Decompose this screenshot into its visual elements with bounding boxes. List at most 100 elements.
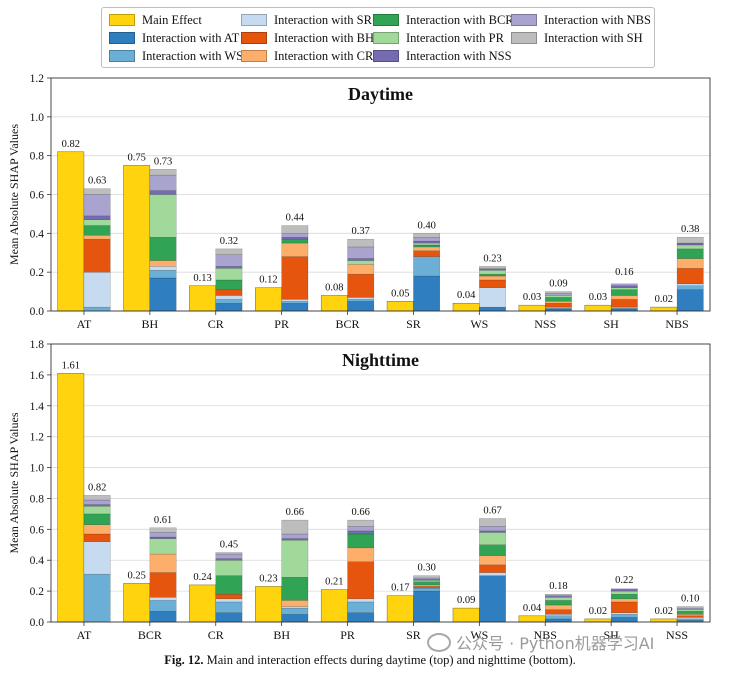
bar-segment-cr (545, 604, 572, 610)
bar-segment-nbs (347, 526, 375, 532)
x-tick-label: SH (603, 628, 619, 642)
y-tick-label: 0.6 (30, 190, 45, 202)
bar-segment-cr (610, 598, 638, 603)
bar-segment-pr (149, 194, 177, 238)
bar-segment-bcr (676, 248, 704, 259)
legend-item-cr: Interaction with CR (241, 48, 373, 64)
bar-main-effect (584, 304, 612, 312)
bar-segment-sh (479, 266, 506, 269)
bar-segment-bcr (479, 544, 506, 556)
bar-segment-pr (347, 260, 375, 265)
x-tick-label: PR (274, 317, 289, 331)
bar-main-effect (320, 589, 348, 623)
data-label-interaction: 0.37 (352, 226, 370, 237)
data-label-main: 0.03 (523, 292, 541, 303)
bar-segment-cr (83, 524, 111, 535)
bar-segment-sr (479, 287, 506, 308)
chat-bubble-icon (427, 632, 451, 652)
bar-segment-pr (610, 590, 638, 595)
bar-segment-at (281, 303, 309, 312)
bar-segment-bcr (83, 513, 111, 525)
bar-segment-ws (413, 587, 441, 592)
bar-segment-pr (83, 505, 111, 515)
bar-segment-sr (479, 572, 506, 576)
chart-legend: Main Effect Interaction with AT Interactio… (101, 7, 655, 68)
bar-segment-nbs (676, 607, 704, 610)
bar-segment-sh (215, 248, 243, 255)
y-tick-label: 0.2 (30, 586, 45, 598)
data-label-interaction: 0.63 (88, 176, 106, 187)
bar-segment-pr (413, 580, 441, 583)
bar-segment-ws (83, 573, 111, 623)
bar-segment-ws (281, 301, 309, 304)
legend-item-bh: Interaction with BH (241, 30, 374, 46)
bar-segment-bcr (149, 237, 177, 261)
data-label-main: 0.17 (391, 583, 409, 594)
legend-item-at: Interaction with AT (109, 30, 239, 46)
bar-segment-bcr (413, 581, 441, 586)
bar-segment-nbs (83, 499, 111, 505)
y-tick-label: 0.0 (30, 306, 45, 318)
data-label-main: 0.02 (589, 606, 607, 617)
bar-segment-sr (149, 597, 177, 601)
bar-segment-nbs (83, 194, 111, 217)
data-label-main: 1.61 (62, 360, 80, 371)
bar-segment-pr (545, 597, 572, 601)
bar-segment-pr (545, 295, 572, 298)
data-label-interaction: 0.18 (549, 581, 567, 592)
bar-segment-sr (347, 598, 375, 603)
bar-segment-bh (281, 256, 309, 300)
bar-segment-sr (215, 295, 243, 300)
data-label-main: 0.23 (259, 573, 277, 584)
bar-segment-bh (149, 572, 177, 598)
bar-segment-at (281, 614, 309, 623)
bar-segment-nbs (149, 174, 177, 191)
bar-segment-ws (83, 306, 111, 312)
bar-main-effect (57, 373, 85, 623)
bar-segment-nbs (149, 532, 177, 538)
bar-main-effect (584, 618, 612, 623)
x-tick-label: BCR (138, 628, 162, 642)
bar-segment-sh (347, 238, 375, 248)
bar-segment-nss (281, 237, 309, 240)
y-tick-label: 0.4 (30, 555, 45, 567)
bar-segment-ws (215, 299, 243, 304)
bar-main-effect (386, 301, 414, 312)
data-label-main: 0.03 (589, 292, 607, 303)
legend-label-at: Interaction with AT (142, 30, 240, 45)
bar-segment-pr (215, 560, 243, 576)
bar-segment-nss (281, 538, 309, 541)
bar-segment-nss (610, 285, 638, 288)
data-label-main: 0.05 (391, 288, 409, 299)
bar-segment-sh (83, 495, 111, 501)
bar-segment-bh (413, 586, 441, 589)
bar-segment-pr (610, 287, 638, 290)
bar-segment-bh (83, 238, 111, 273)
bar-segment-sr (676, 617, 704, 620)
bar-segment-nss (676, 242, 704, 246)
bar-segment-at (413, 275, 441, 312)
chart-panel-daytime: 0.0 0.2 0.4 0.6 0.8 1.0 1.2 0.82 0.63 AT 0.75 0.73 B… (7, 73, 711, 331)
data-label-interaction: 0.09 (549, 279, 567, 290)
bar-main-effect (123, 165, 151, 312)
caption-label: Fig. 12. (164, 653, 204, 667)
data-label-main: 0.75 (127, 152, 145, 163)
legend-label-bcr: Interaction with BCR (406, 12, 514, 27)
legend-swatch-cr (241, 50, 267, 62)
bar-segment-pr (479, 532, 506, 545)
y-axis-label: Mean Absolute SHAP Values (7, 124, 21, 265)
watermark: 公众号 · Python机器学习AI (427, 630, 654, 654)
bar-segment-sr (281, 299, 309, 302)
bar-segment-pr (83, 219, 111, 226)
bar-segment-at (413, 590, 441, 623)
y-tick-label: 1.4 (30, 401, 45, 413)
chart-panel-nighttime: 0.0 0.2 0.4 0.6 0.8 1.0 1.2 1.4 1.6 1.8 1.61 0.82 AT… (7, 339, 711, 642)
bar-segment-at (545, 618, 572, 623)
y-tick-label: 1.0 (30, 463, 45, 475)
legend-swatch-at (109, 32, 135, 44)
legend-swatch-sh (511, 32, 537, 44)
legend-label-sr: Interaction with SR (274, 12, 372, 27)
bar-main-effect (452, 302, 480, 312)
bar-segment-bh (413, 250, 441, 257)
legend-item-main: Main Effect (109, 12, 202, 28)
